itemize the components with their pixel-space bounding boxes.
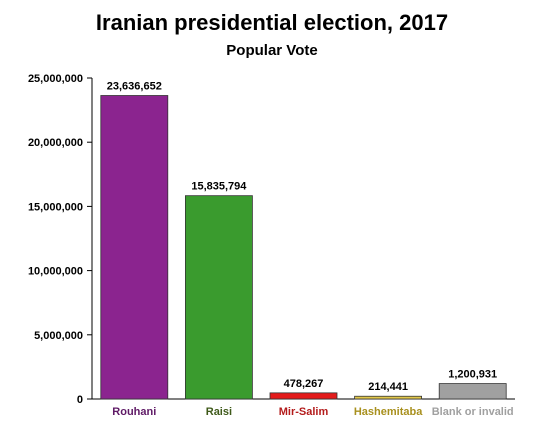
labels: 23,636,652 Rouhani 15,835,794 Raisi 478,267 M…	[107, 81, 514, 418]
bar-blank-or-invalid	[438, 383, 507, 400]
bar-mir-salim	[269, 392, 338, 400]
y-tick-label: 25,000,000	[28, 73, 83, 85]
y-tick-label: 10,000,000	[28, 266, 83, 278]
chart-subtitle: Popular Vote	[226, 42, 317, 59]
bar-hashemitaba	[354, 395, 423, 400]
y-tick-label: 0	[77, 394, 83, 406]
bar-rouhani	[100, 95, 169, 400]
data-label: 1,200,931	[448, 369, 497, 381]
data-label: 23,636,652	[107, 81, 162, 93]
y-tick-label: 15,000,000	[28, 201, 83, 213]
data-label: 478,267	[284, 378, 324, 390]
axes: 0 5,000,000 10,000,000 15,000,000 20,000,000…	[28, 73, 515, 406]
data-label: 15,835,794	[191, 181, 247, 193]
bar-raisi	[184, 195, 253, 400]
bars	[100, 95, 507, 400]
category-label: Raisi	[206, 406, 232, 418]
category-label: Mir-Salim	[279, 406, 329, 418]
category-label: Blank or invalid	[432, 406, 514, 418]
chart-title: Iranian presidential election, 2017	[96, 10, 448, 35]
data-label: 214,441	[368, 381, 408, 393]
category-label: Hashemitaba	[354, 406, 423, 418]
y-tick-label: 20,000,000	[28, 137, 83, 149]
y-tick-label: 5,000,000	[34, 330, 83, 342]
category-label: Rouhani	[112, 406, 156, 418]
